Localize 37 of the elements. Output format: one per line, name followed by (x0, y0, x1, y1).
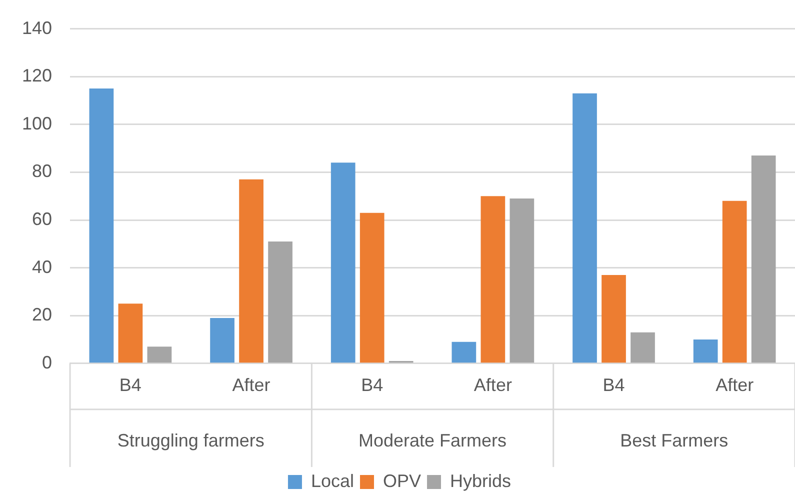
y-tick-label: 20 (32, 304, 52, 325)
bar (572, 93, 597, 363)
y-tick-label: 100 (22, 113, 52, 134)
bar (722, 200, 747, 363)
bar (510, 198, 534, 363)
bar (360, 212, 384, 363)
bar (118, 304, 143, 363)
text: Struggling farmers (117, 430, 264, 450)
bar (239, 179, 264, 363)
bar (330, 162, 356, 363)
bar (452, 342, 476, 363)
bar (602, 274, 626, 363)
y-tick-label: 120 (22, 66, 52, 86)
bar (268, 242, 292, 363)
legend-label: Local (310, 470, 354, 491)
bar (630, 332, 655, 363)
bar (693, 340, 718, 363)
x-tick-label: After (716, 375, 754, 396)
bar (751, 155, 776, 363)
bar (210, 318, 234, 363)
bar (147, 346, 172, 363)
legend-label: OPV (383, 470, 422, 491)
y-tick-label: 140 (22, 18, 52, 38)
y-tick-label: 40 (32, 256, 52, 277)
x-tick-label: After (232, 375, 270, 396)
legend-label: Hybrids (450, 470, 512, 491)
text: Best Farmers (620, 430, 728, 450)
text: Moderate Farmers (358, 430, 507, 450)
x-tick-label: After (474, 375, 512, 396)
bar (480, 196, 506, 363)
y-tick-label: 80 (32, 161, 52, 182)
y-tick-label: 60 (32, 208, 52, 229)
x-tick-label: B4 (361, 375, 384, 396)
y-tick-label: 0 (42, 352, 52, 372)
x-tick-label: B4 (602, 375, 625, 396)
bar (89, 88, 114, 363)
x-tick-label: B4 (119, 375, 142, 396)
